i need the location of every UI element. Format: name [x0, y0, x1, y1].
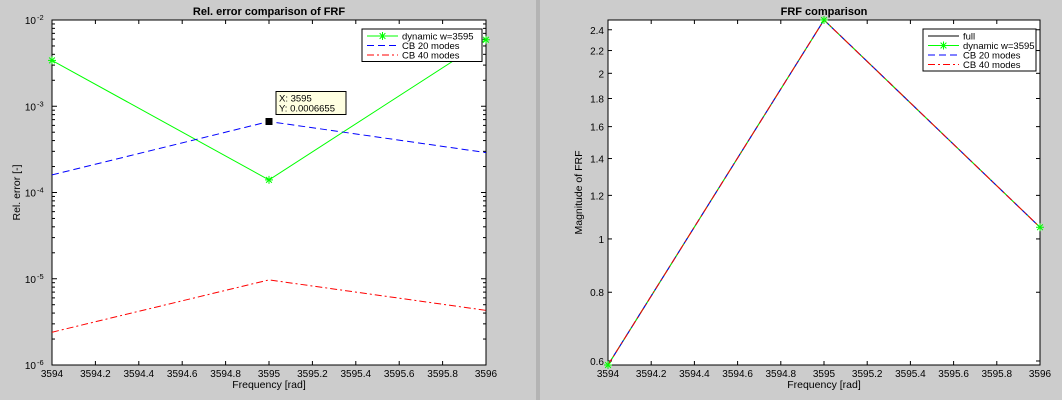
y-axis-label: Magnitude of FRF — [573, 150, 585, 234]
y-tick-base: 10 — [25, 189, 37, 200]
x-tick-label: 3595.2 — [852, 369, 883, 380]
datatip-box — [275, 91, 347, 116]
left-figure: Rel. error comparison of FRF 3594 3594.2 35… — [11, 6, 498, 391]
legend-label-1: CB 20 modes — [402, 41, 460, 52]
y-tick-label: 1.6 — [590, 123, 604, 134]
legend-marker — [939, 41, 948, 50]
x-tick-label: 3595.2 — [297, 369, 328, 380]
y-tick-exponent: -5 — [37, 272, 44, 281]
legend-label-0: full — [963, 32, 975, 43]
x-tick-label: 3594.8 — [210, 369, 241, 380]
x-tick-label: 3595 — [813, 369, 836, 380]
y-tick-base: 10 — [25, 361, 37, 372]
y-tick-label: 2 — [598, 69, 604, 80]
legend-label-1: dynamic w=3595 — [963, 41, 1035, 52]
y-axis-label: Rel. error [-] — [11, 164, 23, 220]
y-tick-label: 1.8 — [590, 94, 604, 105]
x-tick-label: 3595.4 — [341, 369, 372, 380]
x-tick-label: 3594.6 — [167, 369, 198, 380]
y-tick-label: 0.6 — [590, 357, 604, 368]
series-marker — [1036, 223, 1044, 232]
x-tick-label: 3594.6 — [722, 369, 753, 380]
x-tick-label: 3594 — [41, 369, 64, 380]
series-marker — [48, 56, 56, 65]
x-tick-label: 3596 — [475, 369, 498, 380]
x-tick-label: 3594 — [597, 369, 620, 380]
x-tick-label: 3595.4 — [895, 369, 926, 380]
y-tick-exponent: -2 — [37, 13, 44, 22]
x-tick-label: 3595.6 — [384, 369, 415, 380]
series-marker — [265, 175, 273, 184]
legend-label-0: dynamic w=3595 — [402, 32, 474, 43]
rel-error-chart: Rel. error comparison of FRF 3594 3594.2 35… — [11, 6, 498, 391]
series-layer — [608, 20, 1040, 365]
chart-title: FRF comparison — [781, 6, 868, 18]
y-tick-label: 10 — [25, 275, 37, 286]
y-tick-exponent: -4 — [37, 186, 44, 195]
x-tick-label: 3594.4 — [124, 369, 155, 380]
y-tick-base: 10 — [25, 16, 37, 27]
y-tick-label: 2.2 — [590, 47, 604, 58]
y-tick-base: 10 — [25, 275, 37, 286]
datatip-y: Y: 0.0006655 — [279, 104, 335, 115]
right-figure: FRF comparison 3594 3594.2 3594.4 3594.6 3594… — [540, 0, 1062, 400]
y-tick-label: 10 — [25, 189, 37, 200]
legend-label-3: CB 40 modes — [963, 60, 1021, 71]
x-tick-label: 3595.8 — [427, 369, 458, 380]
x-tick-label: 3595.6 — [938, 369, 969, 380]
legend-label-2: CB 20 modes — [963, 51, 1021, 62]
plot-area — [607, 19, 1041, 366]
series-marker — [604, 361, 612, 369]
legend-marker — [378, 32, 387, 40]
y-tick-label: 1.2 — [590, 191, 604, 202]
y-tick-exponent: -3 — [37, 99, 44, 108]
x-axis-label: Frequency [rad] — [787, 379, 861, 391]
y-tick-label: 10 — [25, 102, 37, 113]
y-tick-label: 1.4 — [590, 155, 604, 166]
series-marker — [482, 35, 490, 44]
y-tick-label: 2.4 — [590, 26, 604, 37]
y-tick-exponent: -6 — [37, 358, 44, 367]
chart-title: Rel. error comparison of FRF — [193, 6, 345, 18]
figure-divider — [536, 0, 540, 400]
x-axis-label: Frequency [rad] — [232, 379, 306, 391]
legend-label-2: CB 40 modes — [402, 51, 460, 62]
x-tick-label: 3596 — [1029, 369, 1052, 380]
x-tick-label: 3594.2 — [636, 369, 667, 380]
frf-comparison-chart: FRF comparison 3594 3594.2 3594.4 3594.6 3594… — [573, 6, 1052, 391]
y-tick-label: 10 — [25, 361, 37, 372]
y-tick-label: 1 — [598, 235, 604, 246]
x-tick-label: 3594.8 — [766, 369, 797, 380]
x-tick-label: 3595.8 — [982, 369, 1013, 380]
x-tick-label: 3594.2 — [80, 369, 111, 380]
y-tick-base: 10 — [25, 102, 37, 113]
y-tick-label: 0.8 — [590, 288, 604, 299]
series-marker — [820, 16, 828, 24]
y-tick-label: 10 — [25, 16, 37, 27]
datatip-marker — [265, 118, 273, 126]
plot-area — [51, 19, 487, 366]
x-tick-label: 3594.4 — [679, 369, 710, 380]
series-line-3 — [608, 20, 1040, 365]
x-tick-label: 3595 — [258, 369, 281, 380]
datatip-x: X: 3595 — [279, 94, 312, 105]
